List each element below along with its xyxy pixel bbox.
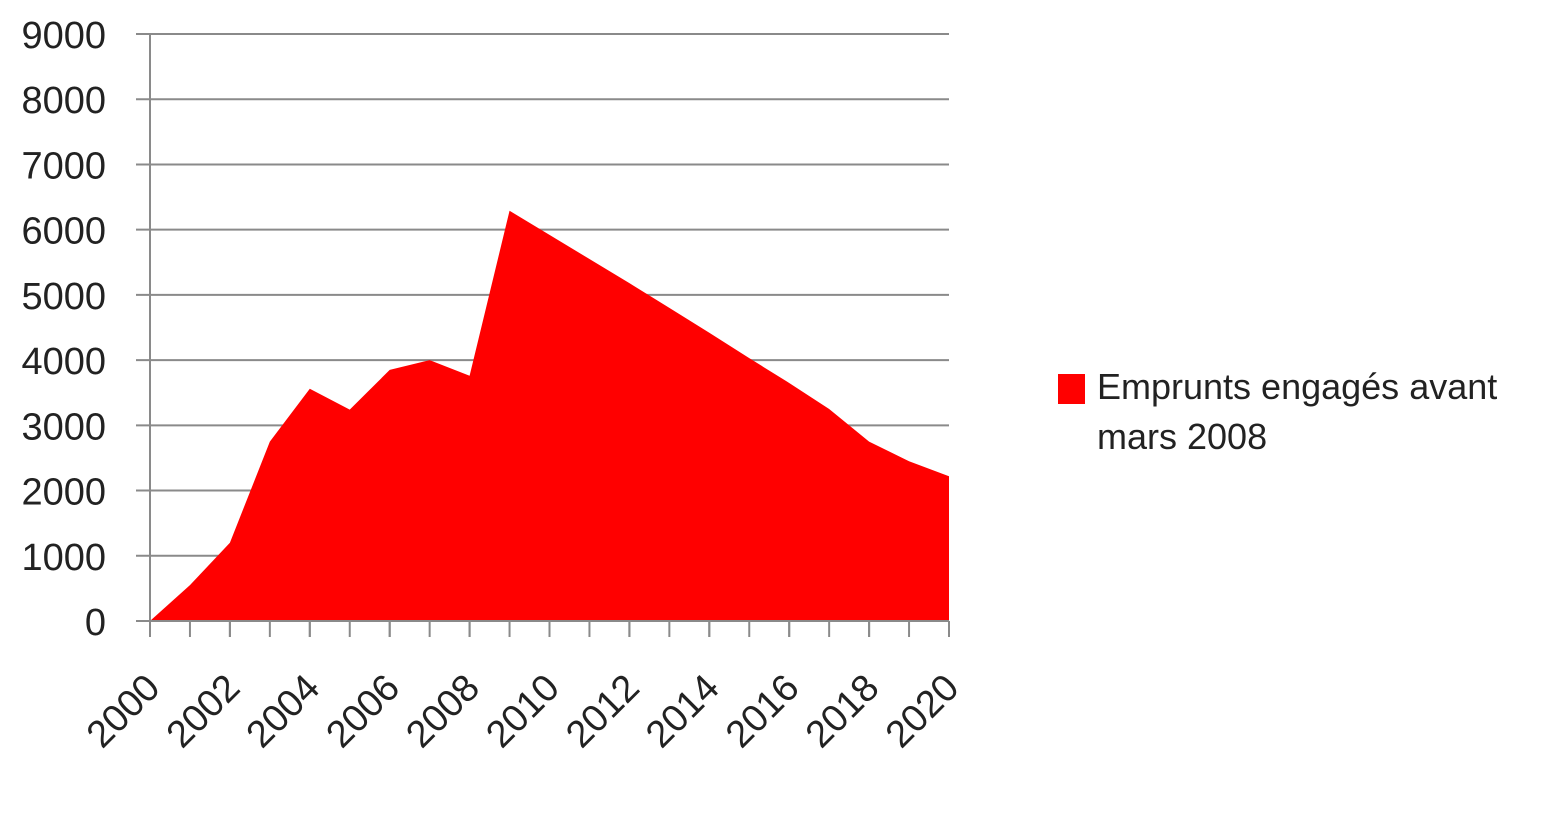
y-tick-label: 3000 — [21, 406, 106, 448]
y-tick-label: 2000 — [21, 472, 106, 514]
y-tick-label: 9000 — [21, 15, 106, 57]
x-tick-label: 2010 — [478, 667, 567, 756]
legend-swatch — [1058, 374, 1085, 404]
x-tick-label: 2020 — [878, 667, 967, 756]
y-tick-label: 1000 — [21, 537, 106, 579]
y-tick-label: 0 — [85, 602, 106, 644]
y-tick-label: 6000 — [21, 211, 106, 253]
x-tick-label: 2004 — [239, 667, 328, 756]
x-tick-label: 2012 — [558, 667, 647, 756]
x-tick-label: 2006 — [319, 667, 408, 756]
x-tick-label: 2008 — [398, 667, 487, 756]
legend: Emprunts engagés avant mars 2008 — [1058, 362, 1538, 462]
x-tick-label: 2002 — [159, 667, 248, 756]
area — [150, 210, 949, 621]
x-tick-label: 2016 — [718, 667, 807, 756]
y-tick-label: 7000 — [21, 145, 106, 187]
x-tick-label: 2018 — [798, 667, 887, 756]
legend-label: Emprunts engagés avant mars 2008 — [1097, 366, 1498, 457]
x-tick-label: 2000 — [79, 667, 168, 756]
x-tick-label: 2014 — [638, 667, 727, 756]
y-tick-label: 5000 — [21, 276, 106, 318]
y-tick-label: 8000 — [21, 80, 106, 122]
y-tick-label: 4000 — [21, 341, 106, 383]
